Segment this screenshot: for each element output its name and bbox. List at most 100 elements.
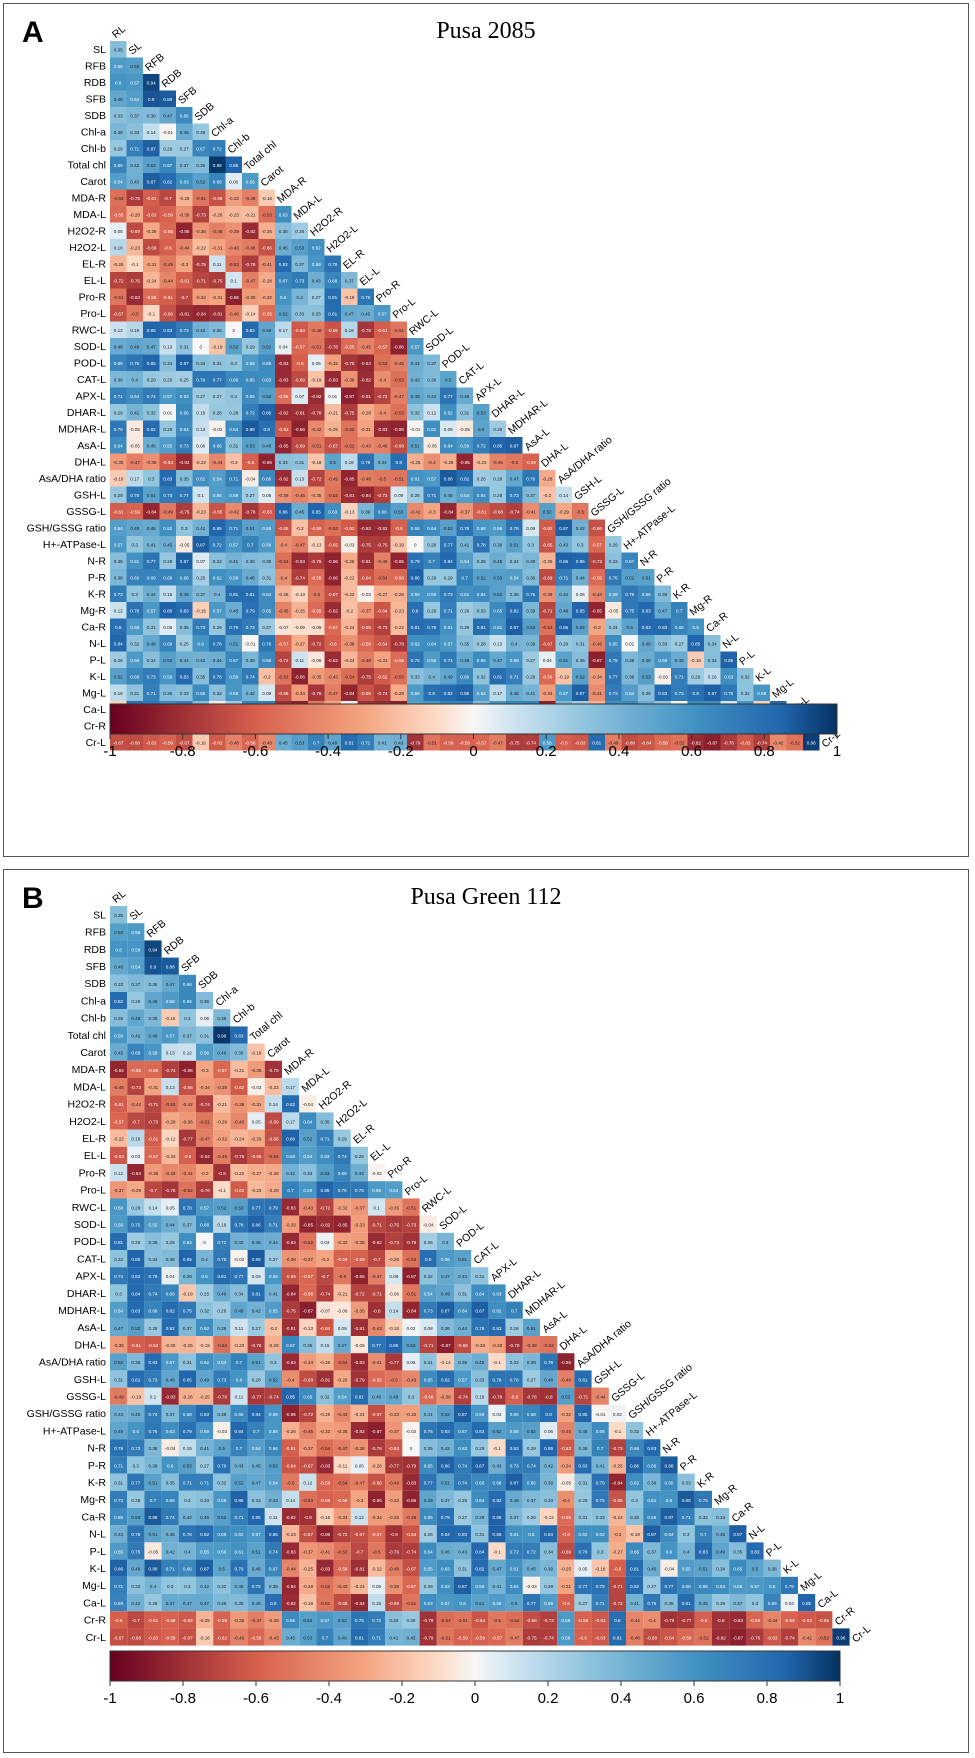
heat-cell bbox=[368, 1456, 386, 1474]
heat-cell bbox=[643, 1611, 661, 1629]
heat-cell bbox=[419, 1525, 437, 1543]
cell-value: 0.66 bbox=[235, 1412, 244, 1417]
heat-cell bbox=[161, 1026, 179, 1044]
cell-value: -0.28 bbox=[361, 411, 372, 416]
cell-value: -0.52 bbox=[344, 427, 355, 432]
cell-value: 0.59 bbox=[427, 592, 436, 597]
heat-cell bbox=[282, 1129, 300, 1147]
heat-cell bbox=[258, 651, 275, 668]
heat-cell bbox=[390, 503, 407, 520]
heat-cell bbox=[144, 1164, 162, 1182]
cell-value: -0.72 bbox=[311, 642, 322, 647]
cell-value: 0.48 bbox=[389, 1395, 398, 1400]
cell-value: -0.56 bbox=[542, 675, 553, 680]
heat-cell bbox=[454, 1318, 472, 1336]
cell-value: -0.64 bbox=[377, 609, 388, 614]
heat-cell bbox=[333, 1576, 351, 1594]
column-label: Pro-L bbox=[403, 1172, 431, 1198]
heat-cell bbox=[522, 1559, 540, 1577]
heat-cell bbox=[178, 1508, 196, 1526]
heat-cell bbox=[654, 734, 671, 751]
cell-value: 0.39 bbox=[183, 1274, 192, 1279]
heat-cell bbox=[110, 140, 127, 157]
heat-cell bbox=[654, 684, 671, 701]
heat-cell bbox=[192, 156, 209, 173]
cell-value: 0.83 bbox=[658, 691, 667, 696]
cell-value: -0.75 bbox=[212, 279, 223, 284]
cell-value: 0.55 bbox=[114, 64, 123, 69]
heat-cell bbox=[127, 1542, 145, 1560]
cell-value: 0.66 bbox=[262, 477, 271, 482]
cell-value: 0.42 bbox=[130, 163, 139, 168]
cell-value: -0.43 bbox=[262, 741, 273, 746]
cell-value: 0.82 bbox=[441, 1377, 450, 1382]
cell-value: -0.62 bbox=[217, 1635, 228, 1640]
heat-cell bbox=[324, 272, 341, 289]
cell-value: -0.03 bbox=[251, 1085, 262, 1090]
cell-value: -0.83 bbox=[320, 1567, 331, 1572]
heat-cell bbox=[126, 239, 143, 256]
heat-cell bbox=[671, 734, 688, 751]
cell-value: 0.38 bbox=[217, 1016, 226, 1021]
cell-value: 0.56 bbox=[131, 930, 140, 935]
cell-value: -0.43 bbox=[371, 1326, 382, 1331]
cell-value: -0.27 bbox=[295, 642, 306, 647]
cell-value: 0.17 bbox=[286, 1119, 295, 1124]
cell-value: 0.3 bbox=[132, 543, 139, 548]
cell-value: 0.86 bbox=[460, 691, 469, 696]
cell-value: -0.83 bbox=[320, 1463, 331, 1468]
heat-cell bbox=[626, 1473, 644, 1491]
heat-cell bbox=[126, 519, 143, 536]
cell-value: -0.84 bbox=[612, 1481, 623, 1486]
cell-value: 0.57 bbox=[130, 81, 139, 86]
cell-value: 0.13 bbox=[493, 642, 502, 647]
heat-cell bbox=[275, 651, 292, 668]
heat-cell bbox=[488, 1611, 506, 1629]
heat-cell bbox=[225, 486, 242, 503]
cell-value: -0.63 bbox=[389, 1446, 400, 1451]
cell-value: 0.52 bbox=[147, 163, 156, 168]
row-label: Pro-R bbox=[79, 291, 107, 303]
cell-value: 0.54 bbox=[217, 1360, 226, 1365]
heat-cell bbox=[712, 1628, 730, 1646]
heat-cell bbox=[374, 486, 391, 503]
column-label: AsA-L bbox=[522, 426, 552, 454]
colorbar-tick-label: 0 bbox=[471, 1690, 479, 1707]
cell-value: 0.64 bbox=[458, 1309, 467, 1314]
heat-cell bbox=[522, 618, 539, 635]
heat-cell bbox=[192, 519, 209, 536]
cell-value: 0.43 bbox=[235, 1463, 244, 1468]
cell-value: 0.05 bbox=[252, 1119, 261, 1124]
heat-cell bbox=[540, 1387, 558, 1405]
heat-cell bbox=[247, 1078, 265, 1096]
colorbar-tick-label: -0.6 bbox=[243, 1690, 269, 1707]
heat-cell bbox=[242, 404, 259, 421]
heat-cell bbox=[127, 1095, 145, 1113]
cell-value: 0.29 bbox=[527, 1446, 536, 1451]
cell-value: 0.45 bbox=[527, 1567, 536, 1572]
heat-cell bbox=[161, 1611, 179, 1629]
cell-value: 0.55 bbox=[682, 1567, 691, 1572]
cell-value: -0.67 bbox=[113, 741, 124, 746]
cell-value: 0.37 bbox=[733, 1601, 742, 1606]
cell-value: 0.71 bbox=[229, 526, 238, 531]
cell-value: 0.3 bbox=[167, 1584, 174, 1589]
cell-value: -0.7 bbox=[373, 1257, 381, 1262]
cell-value: 0.65 bbox=[246, 378, 255, 383]
heat-cell bbox=[763, 1594, 781, 1612]
heat-cell bbox=[209, 239, 226, 256]
heat-cell bbox=[374, 569, 391, 586]
heat-cell bbox=[291, 437, 308, 454]
cell-value: -0.67 bbox=[406, 1567, 417, 1572]
heat-cell bbox=[209, 569, 226, 586]
cell-value: 0.34 bbox=[510, 559, 519, 564]
heat-cell bbox=[264, 1387, 282, 1405]
cell-value: -0.3 bbox=[613, 1532, 621, 1537]
heat-cell bbox=[712, 1525, 730, 1543]
heat-cell bbox=[196, 1404, 214, 1422]
heat-cell bbox=[126, 453, 143, 470]
cell-value: 0.53 bbox=[235, 1205, 244, 1210]
heat-cell bbox=[423, 470, 440, 487]
heat-cell bbox=[357, 470, 374, 487]
heat-cell bbox=[126, 569, 143, 586]
